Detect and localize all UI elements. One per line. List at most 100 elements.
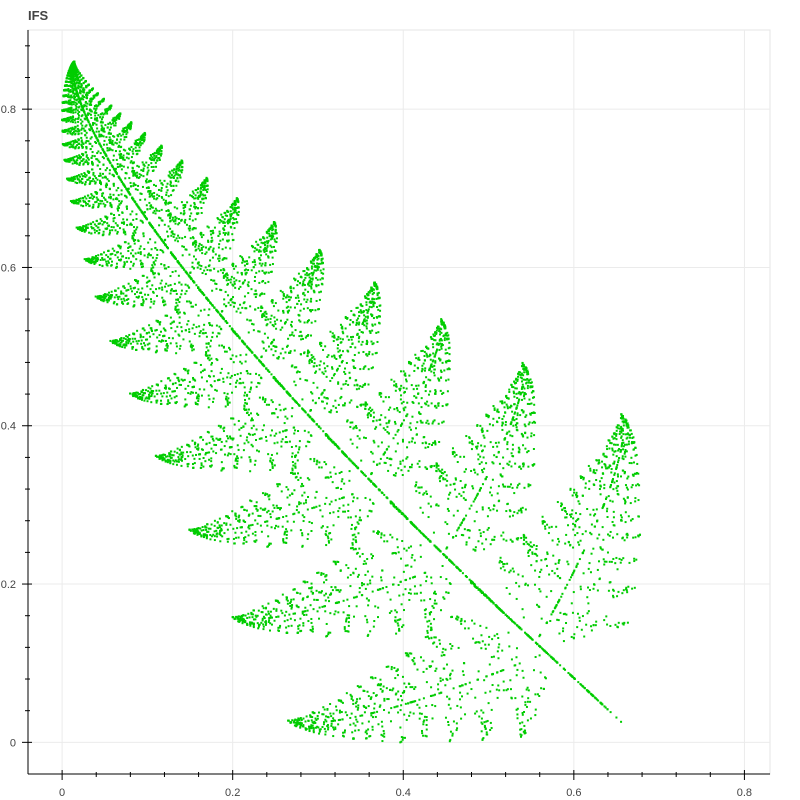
ifs-point xyxy=(548,654,551,657)
ifs-point xyxy=(632,436,635,439)
ifs-point xyxy=(525,368,528,371)
ifs-point xyxy=(244,360,247,363)
ifs-point xyxy=(252,329,255,332)
ifs-point xyxy=(196,266,199,269)
ifs-point xyxy=(434,592,437,595)
ifs-point xyxy=(368,509,371,512)
ifs-point xyxy=(199,187,202,190)
ifs-point xyxy=(463,528,466,531)
ifs-point xyxy=(82,98,85,101)
ifs-point xyxy=(121,300,124,303)
ifs-point xyxy=(84,125,87,128)
ifs-point xyxy=(205,380,208,383)
ifs-point xyxy=(601,466,604,469)
ifs-point xyxy=(402,570,405,573)
ifs-point xyxy=(178,166,181,169)
ifs-point xyxy=(148,393,150,396)
ifs-point xyxy=(175,217,178,220)
ifs-point xyxy=(613,460,616,463)
ifs-point xyxy=(149,190,152,192)
ifs-point xyxy=(635,558,638,561)
ifs-point xyxy=(350,310,353,313)
ifs-point xyxy=(437,688,440,691)
ifs-point xyxy=(624,451,627,454)
ifs-point xyxy=(308,362,311,365)
ifs-point xyxy=(428,619,431,622)
ifs-point xyxy=(305,335,308,338)
ifs-point xyxy=(80,108,83,111)
ifs-point xyxy=(485,733,488,736)
ifs-point xyxy=(108,139,111,142)
ifs-point xyxy=(590,523,593,526)
ifs-point xyxy=(77,146,80,149)
ifs-point xyxy=(624,521,627,524)
ifs-point xyxy=(489,721,492,724)
ifs-point xyxy=(397,584,400,586)
ifs-point xyxy=(389,598,392,601)
ifs-point xyxy=(621,622,624,625)
ifs-point xyxy=(97,159,100,162)
ifs-point xyxy=(205,536,208,539)
ifs-point xyxy=(86,194,89,197)
ifs-point xyxy=(271,340,274,343)
ifs-point xyxy=(253,259,256,262)
ifs-point xyxy=(614,443,617,446)
ifs-point xyxy=(328,503,331,506)
ifs-point xyxy=(435,329,438,332)
ifs-point xyxy=(625,586,628,589)
ifs-point xyxy=(443,471,446,474)
ifs-point xyxy=(71,121,74,124)
ifs-point xyxy=(348,614,351,617)
ifs-point xyxy=(280,440,283,443)
ifs-point xyxy=(84,113,87,116)
ifs-point xyxy=(84,200,87,203)
ifs-point xyxy=(82,81,85,84)
ifs-point xyxy=(634,497,637,500)
ifs-point xyxy=(72,101,75,104)
ifs-point xyxy=(275,609,278,612)
ifs-point xyxy=(612,437,615,440)
ifs-point xyxy=(149,387,152,390)
ifs-point xyxy=(295,508,298,511)
ifs-point xyxy=(86,227,89,229)
ifs-point xyxy=(321,400,324,403)
ifs-point xyxy=(343,402,346,405)
ifs-point xyxy=(383,735,386,738)
ifs-point xyxy=(226,400,229,403)
ifs-point xyxy=(240,273,243,276)
ifs-point xyxy=(91,151,94,154)
ifs-point xyxy=(473,498,476,501)
ifs-point xyxy=(434,360,437,363)
ifs-point xyxy=(269,614,272,617)
ifs-point xyxy=(331,335,334,338)
ifs-point xyxy=(189,392,192,395)
ifs-point xyxy=(572,571,575,574)
ifs-point xyxy=(207,239,210,242)
ifs-point xyxy=(313,712,316,715)
ifs-point xyxy=(299,617,302,620)
ifs-point xyxy=(313,598,316,601)
ifs-point xyxy=(359,403,362,406)
ifs-point xyxy=(374,484,377,487)
ifs-point xyxy=(366,570,369,573)
ifs-point xyxy=(339,397,342,400)
ifs-point xyxy=(393,384,396,387)
ifs-point xyxy=(514,697,517,700)
ifs-point xyxy=(176,325,179,328)
ifs-point xyxy=(301,482,304,485)
ifs-point xyxy=(158,334,161,337)
ifs-point xyxy=(401,699,404,702)
ifs-point xyxy=(360,343,363,346)
ifs-point xyxy=(576,626,579,629)
ifs-point xyxy=(228,346,231,349)
ifs-point xyxy=(301,725,304,728)
ifs-point xyxy=(356,698,359,701)
ifs-point xyxy=(285,537,288,540)
ifs-point xyxy=(360,311,363,314)
ifs-point xyxy=(451,734,454,737)
ifs-point xyxy=(362,350,365,353)
ifs-point xyxy=(403,682,406,685)
ifs-point xyxy=(255,428,258,431)
ifs-point xyxy=(499,567,502,570)
ifs-point xyxy=(325,578,328,581)
